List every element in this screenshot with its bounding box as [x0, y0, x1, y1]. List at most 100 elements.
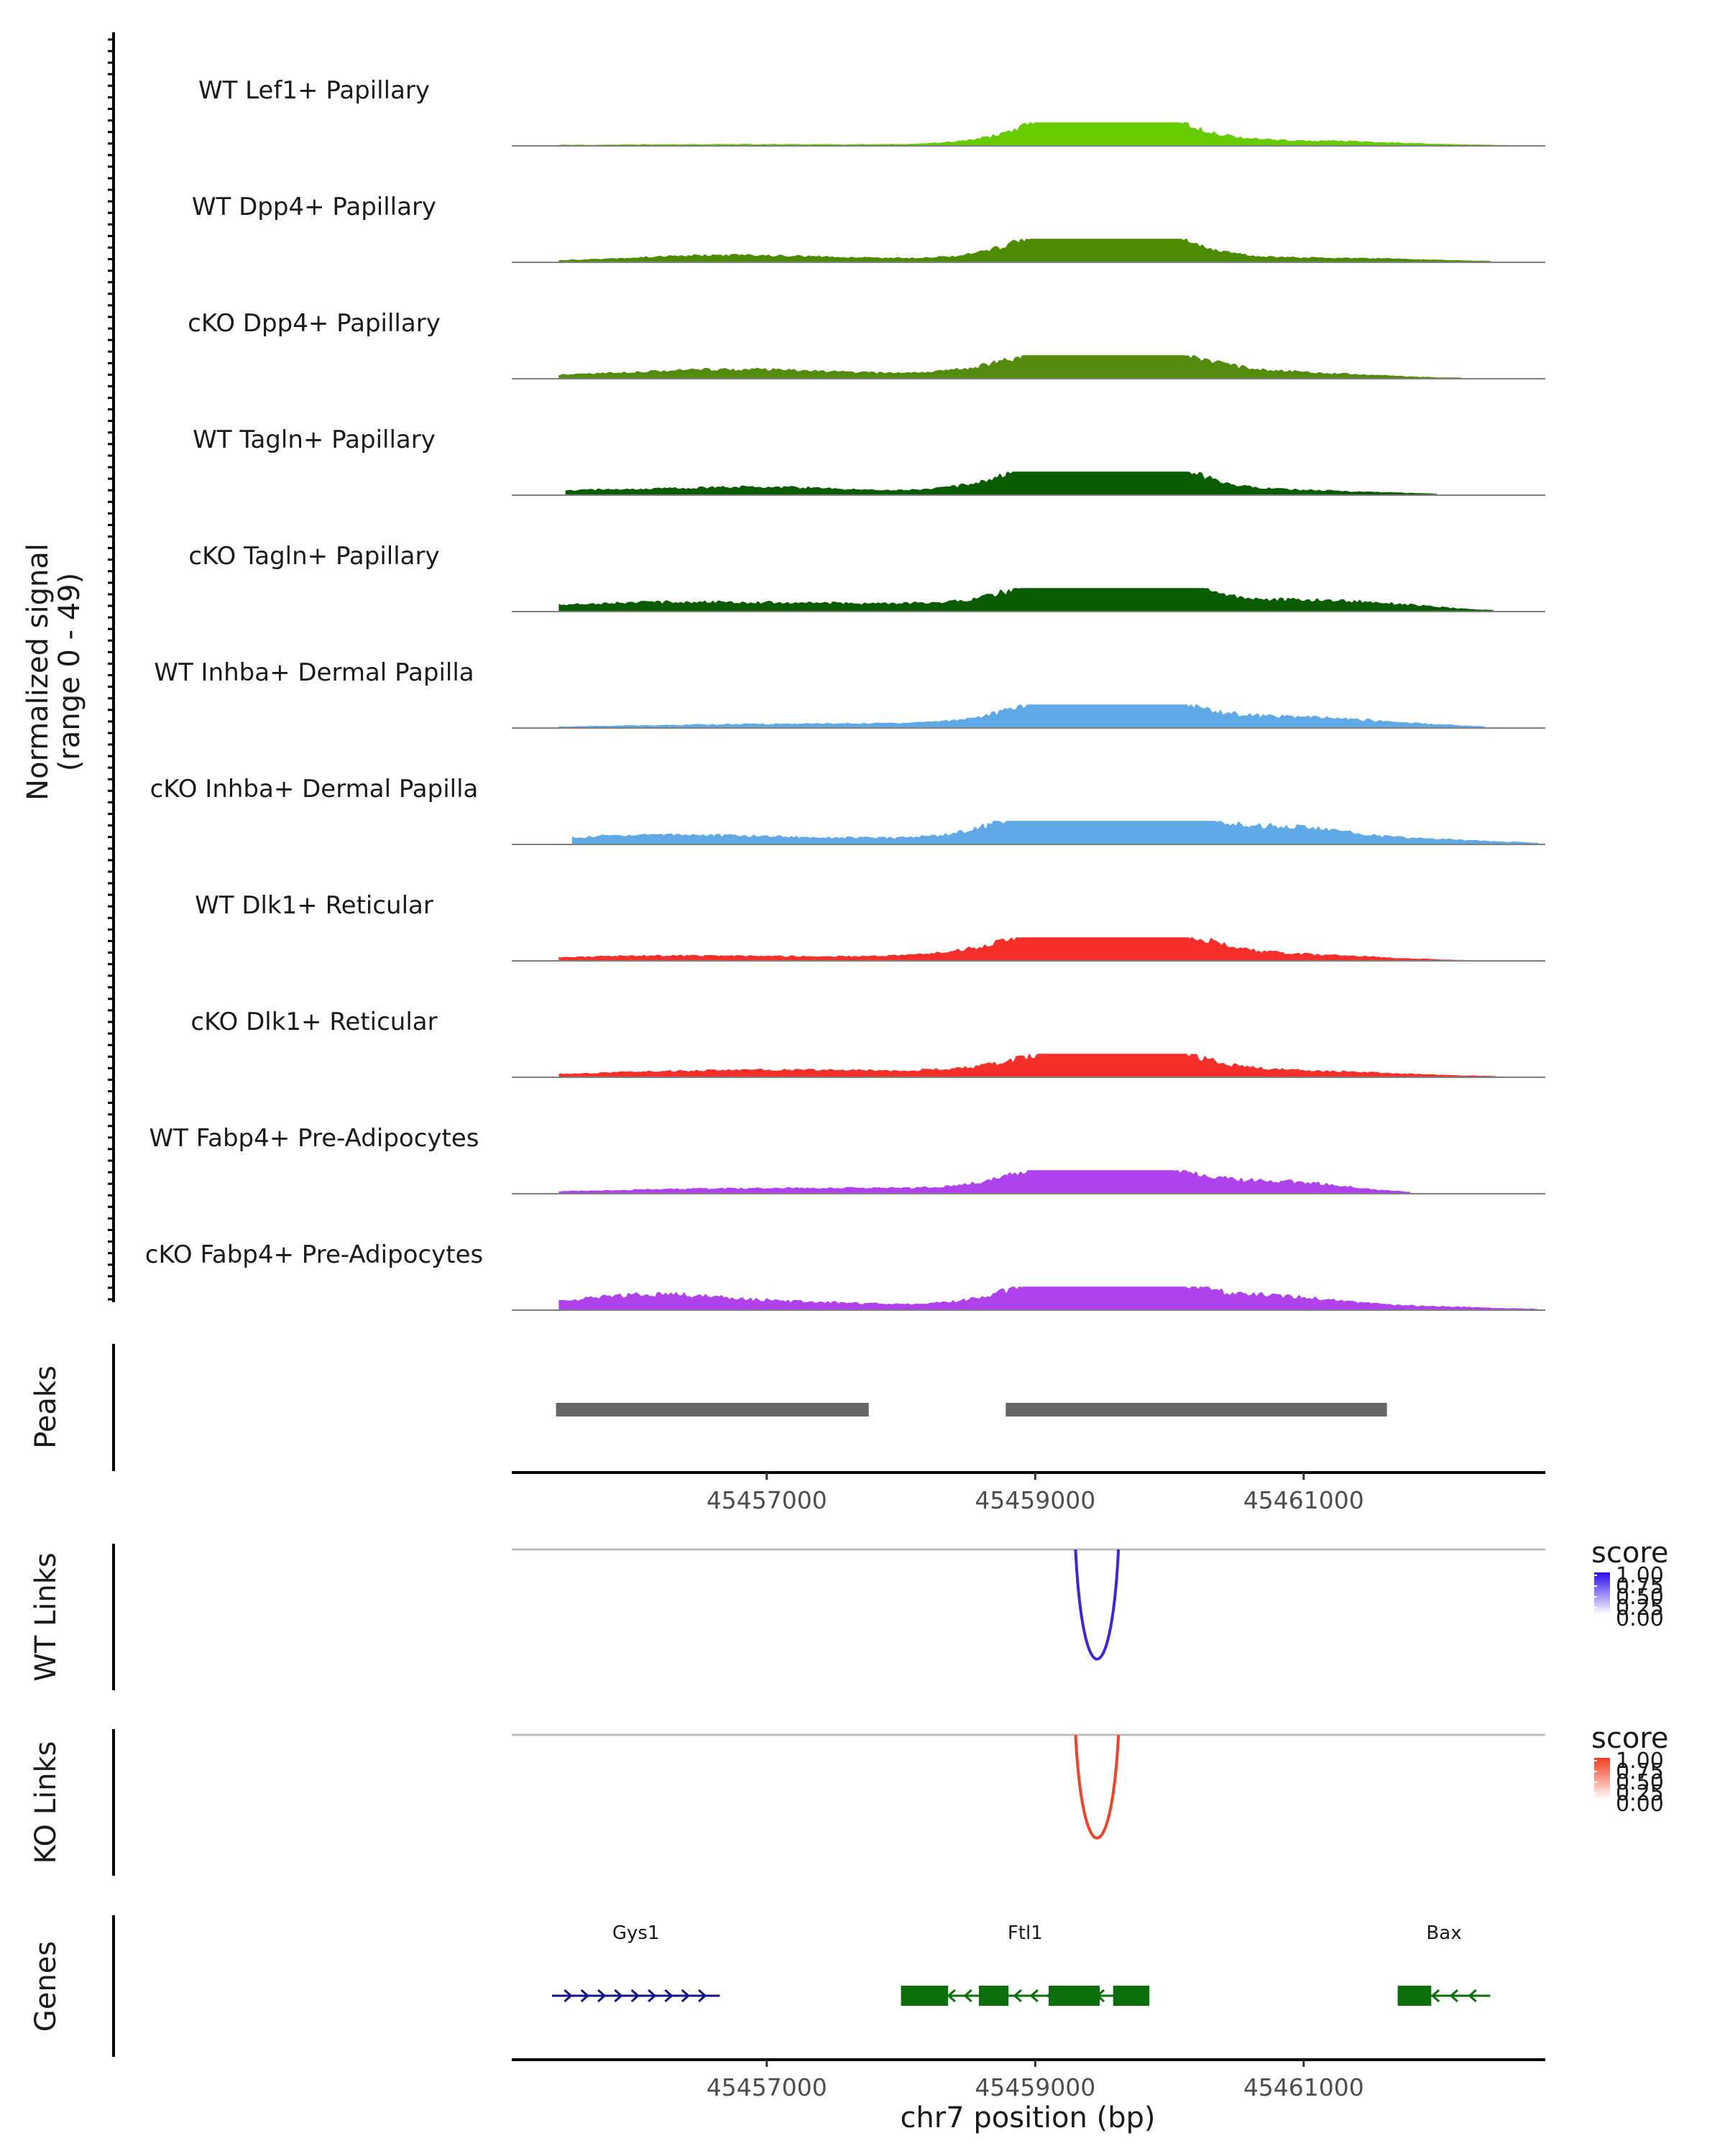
coverage-tracks: WT Lef1+ Papillary WT Dpp4+ Papillary cKO … — [145, 76, 1545, 1311]
track-label: cKO Inhba+ Dermal Papilla — [150, 775, 479, 803]
strand-arrow — [698, 1989, 707, 2003]
coverage-area — [558, 122, 1508, 146]
coverage-track: WT Lef1+ Papillary — [198, 76, 1545, 147]
gene-exon — [1049, 1986, 1100, 2006]
gene-model: Bax — [1397, 1922, 1491, 2006]
track-label: cKO Fabp4+ Pre-Adipocytes — [145, 1240, 484, 1269]
legend-label: 0.25 — [1616, 1781, 1664, 1806]
strand-arrow — [681, 1989, 691, 2003]
y-axis-label-line1: Normalized signal — [22, 543, 55, 801]
legend-label: 0.50 — [1616, 1770, 1664, 1795]
gene-label: Gys1 — [612, 1922, 660, 1944]
track-label: cKO Dlk1+ Reticular — [190, 1008, 437, 1036]
coverage-area — [558, 704, 1485, 728]
x-axis-genes: 45457000 45459000 45461000 — [512, 2058, 1545, 2101]
track-label: WT Dlk1+ Reticular — [195, 891, 433, 920]
track-label: cKO Tagln+ Papillary — [188, 542, 439, 571]
track-label: WT Tagln+ Papillary — [193, 425, 436, 454]
coverage-area — [558, 1054, 1499, 1077]
gene-label: Bax — [1426, 1922, 1461, 1944]
coverage-track: WT Inhba+ Dermal Papilla — [154, 658, 1545, 729]
gene-model: Gys1 — [552, 1922, 720, 2003]
x-tick-label: 45461000 — [1243, 1486, 1364, 1514]
legend-label: 1.00 — [1616, 1749, 1664, 1774]
legend-label: 0.50 — [1616, 1585, 1664, 1610]
gene-exon — [901, 1986, 948, 2006]
coverage-area — [558, 1286, 1539, 1310]
track-label: WT Dpp4+ Papillary — [192, 193, 436, 221]
genes-track-label: Genes — [29, 1941, 63, 2032]
gene-label: Ftl1 — [1008, 1922, 1043, 1944]
strand-arrow — [564, 1989, 573, 2003]
legend-label: 0.00 — [1616, 1606, 1664, 1631]
link-arc — [1074, 1549, 1121, 1661]
coverage-area — [572, 821, 1539, 844]
strand-arrow — [1449, 1989, 1458, 2003]
track-label: cKO Dpp4+ Papillary — [188, 309, 441, 338]
x-tick-label: 45457000 — [707, 1486, 827, 1514]
x-tick-label: 45457000 — [707, 2073, 827, 2101]
strand-arrow — [963, 1989, 972, 2003]
strand-arrow — [1029, 1989, 1039, 2003]
strand-arrow — [630, 1989, 640, 2003]
coverage-area — [558, 937, 1465, 961]
coverage-track: WT Tagln+ Papillary — [193, 425, 1545, 496]
genes-track: Genes Gys1 Ftl1 Bax — [29, 1915, 1491, 2057]
y-axis-label-line2: (range 0 - 49) — [53, 573, 86, 771]
strand-arrow — [1468, 1989, 1477, 2003]
gene-model: Ftl1 — [901, 1922, 1150, 2006]
track-label: WT Inhba+ Dermal Papilla — [154, 658, 474, 687]
x-tick-label: 45459000 — [975, 1486, 1095, 1514]
legend-title: score — [1591, 1537, 1668, 1570]
peaks-track-label: Peaks — [29, 1365, 63, 1449]
coverage-track: WT Dlk1+ Reticular — [195, 891, 1545, 962]
strand-arrow — [1430, 1989, 1440, 2003]
strand-arrow — [614, 1989, 623, 2003]
strand-arrow — [947, 1989, 956, 2003]
legend-colorbar — [1594, 1758, 1610, 1800]
legend-colorbar — [1594, 1572, 1610, 1614]
x-tick-label: 45459000 — [975, 2073, 1095, 2101]
x-axis-title: chr7 position (bp) — [900, 2101, 1155, 2134]
gene-exon — [1397, 1986, 1432, 2006]
coverage-area — [558, 1170, 1412, 1194]
coverage-track: cKO Tagln+ Papillary — [188, 542, 1545, 612]
legend-title: score — [1591, 1722, 1668, 1755]
coverage-track: cKO Dlk1+ Reticular — [190, 1008, 1545, 1078]
legend-label: 1.00 — [1616, 1563, 1664, 1588]
strand-arrow — [664, 1989, 673, 2003]
legend-label: 0.25 — [1616, 1595, 1664, 1621]
x-axis-peaks: 45457000 45459000 45461000 — [512, 1471, 1545, 1514]
strand-arrow — [1013, 1989, 1022, 2003]
coverage-area — [558, 588, 1494, 612]
coverage-track: cKO Dpp4+ Papillary — [188, 309, 1545, 379]
legend-label: 0.00 — [1616, 1792, 1664, 1817]
track-label: WT Lef1+ Papillary — [198, 76, 430, 105]
link-arc — [1074, 1734, 1121, 1840]
gene-exon — [978, 1986, 1008, 2006]
strand-arrow — [597, 1989, 607, 2003]
coverage-track: cKO Fabp4+ Pre-Adipocytes — [145, 1240, 1545, 1311]
legend-label: 0.75 — [1616, 1759, 1664, 1784]
coverage-area — [558, 239, 1492, 262]
strand-arrow — [580, 1989, 589, 2003]
peaks-track: Peaks — [29, 1344, 1387, 1471]
links-track-label: WT Links — [29, 1552, 63, 1681]
track-label: WT Fabp4+ Pre-Adipocytes — [150, 1124, 479, 1153]
coverage-track: cKO Inhba+ Dermal Papilla — [150, 775, 1545, 845]
peak-region — [1006, 1403, 1387, 1416]
coverage-track: WT Dpp4+ Papillary — [192, 193, 1545, 263]
legend-label: 0.75 — [1616, 1574, 1664, 1599]
x-tick-label: 45461000 — [1243, 2073, 1364, 2101]
coverage-area — [565, 471, 1438, 495]
links-track-label: KO Links — [29, 1741, 63, 1864]
coverage-area — [558, 355, 1463, 379]
peak-region — [556, 1403, 869, 1416]
coverage-y-axis — [108, 32, 115, 1302]
